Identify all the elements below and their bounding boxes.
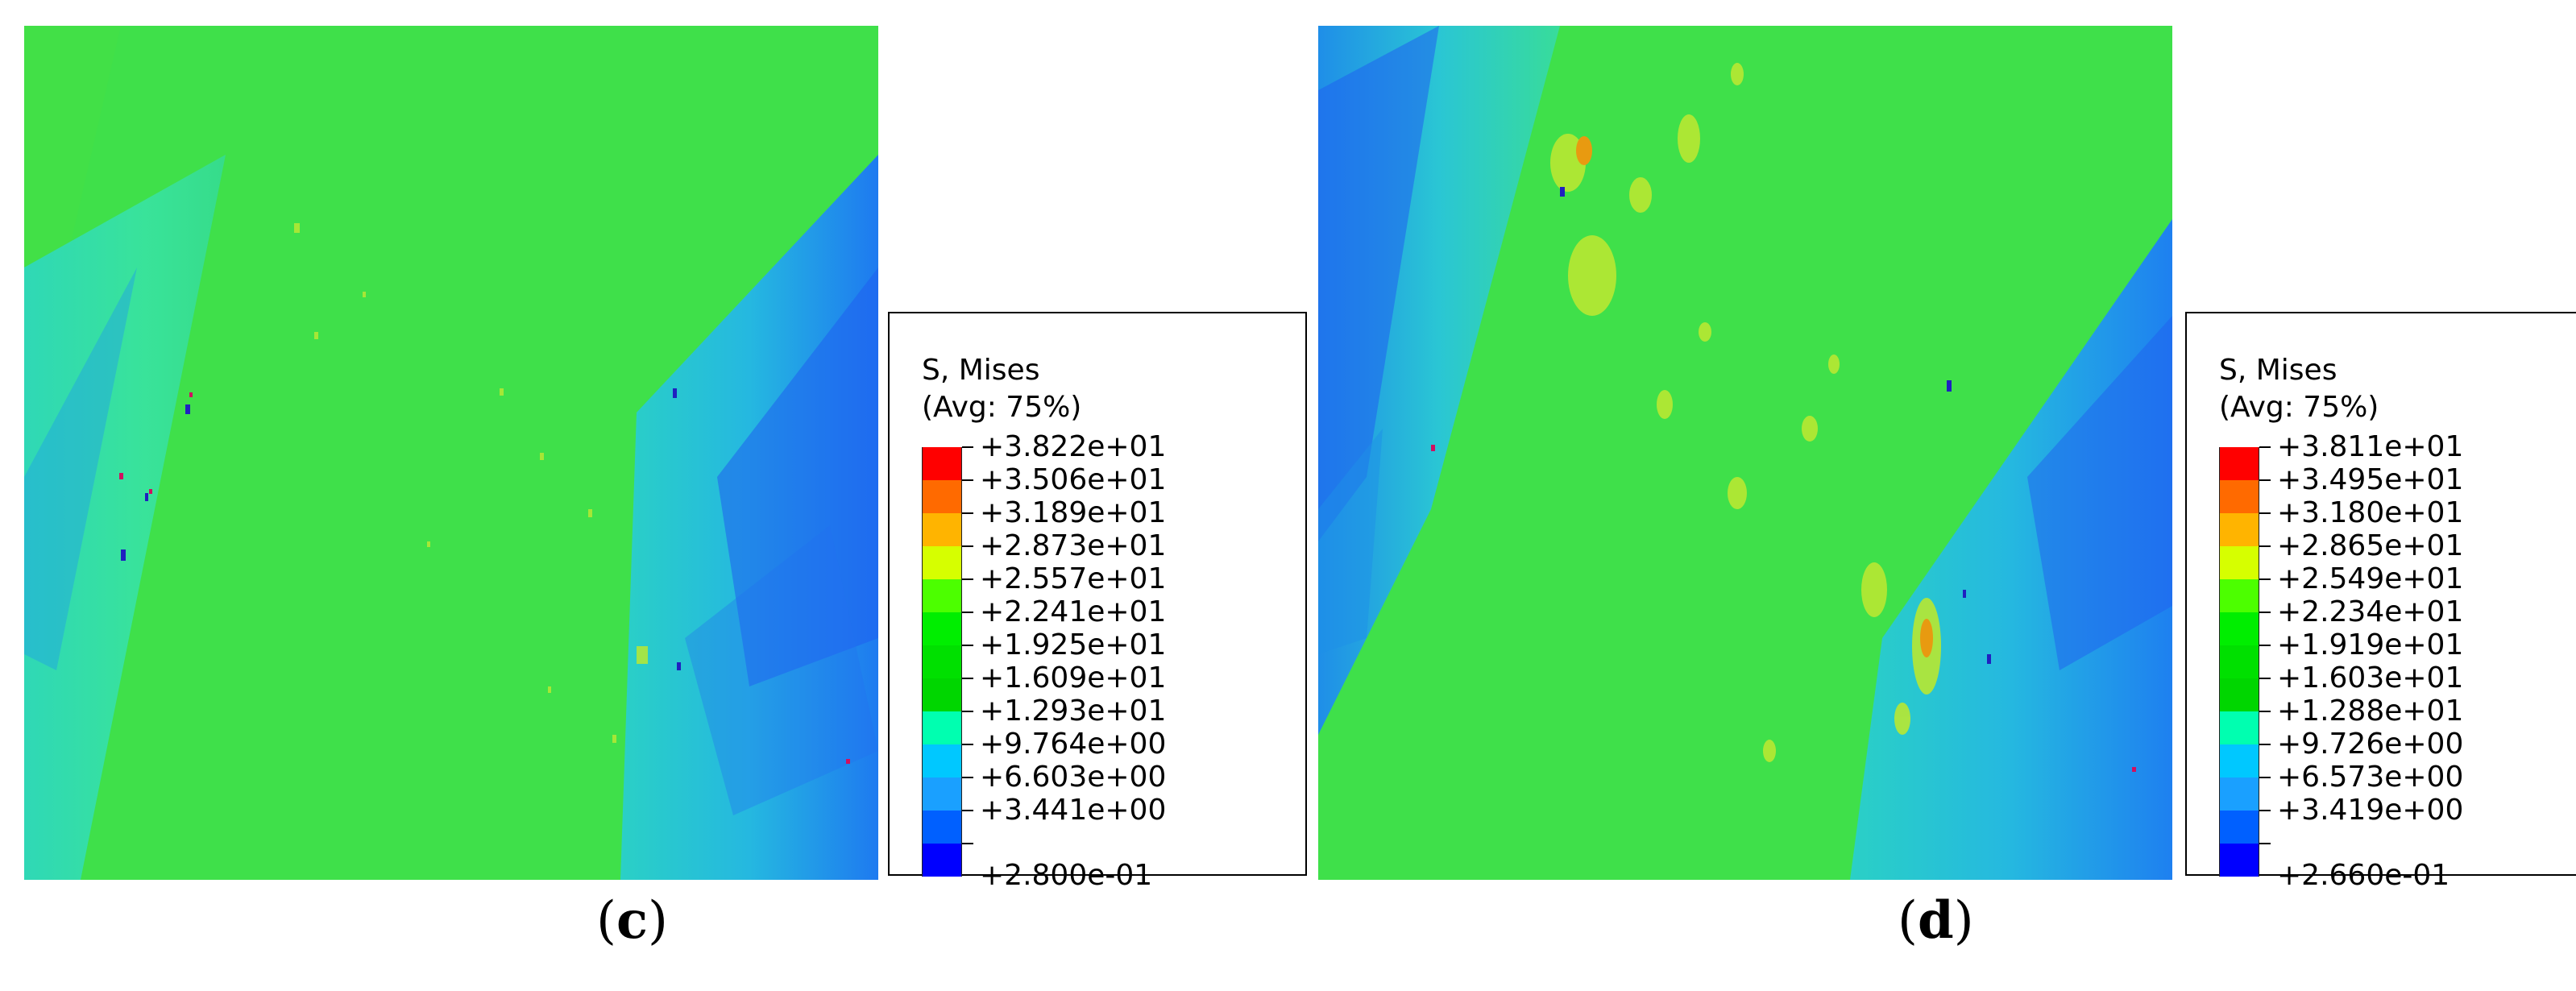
stress-contour-plot-d [1318,26,2172,880]
legend-row: +3.495e+01 [2219,463,2576,513]
legend-level: +2.660e-01 [2277,859,2450,892]
legend-swatch [2219,811,2259,844]
legend-level: +2.865e+01 [2277,529,2464,562]
legend-level: +3.180e+01 [2277,496,2464,529]
legend-swatch [922,678,962,711]
legend-row: +3.822e+01 [922,430,1292,480]
legend-swatch [2219,678,2259,711]
legend-row: +1.288e+01 [2219,695,2576,744]
legend-row: +1.925e+01 [922,628,1292,678]
legend-swatch [2219,777,2259,811]
legend-row: +2.549e+01 [2219,562,2576,612]
legend-swatch [2219,579,2259,612]
legend-level: +3.189e+01 [980,496,1167,529]
legend-row: +2.234e+01 [2219,595,2576,645]
legend-level: +3.419e+00 [2277,794,2464,827]
legend-swatch [2219,645,2259,678]
legend-swatch [2219,844,2259,877]
legend-row: +3.441e+00 [922,794,1292,844]
legend-swatch [922,777,962,811]
legend-level: +9.726e+00 [2277,728,2464,761]
legend-swatch [2219,513,2259,546]
legend-level: +6.573e+00 [2277,761,2464,794]
legend-level: +3.441e+00 [980,794,1167,827]
legend-swatch [2219,711,2259,744]
legend-row: +3.506e+01 [922,463,1292,513]
legend-swatch [2219,612,2259,645]
legend-swatch [2219,447,2259,480]
panel-d: S, Mises (Avg: 75%) +3.811e+01 +3.495e+0… [1288,0,2576,991]
legend-level: +2.873e+01 [980,529,1167,562]
legend-swatch [2219,480,2259,513]
legend-row: +9.764e+00 [922,728,1292,777]
legend-swatch [922,645,962,678]
legend-swatch [922,744,962,777]
legend-row: +2.873e+01 [922,529,1292,579]
legend-level: +3.506e+01 [980,463,1167,496]
legend-row: +6.603e+00 [922,761,1292,811]
legend-level: +1.293e+01 [980,695,1167,728]
legend-level: +2.549e+01 [2277,562,2464,595]
legend-box: S, Mises (Avg: 75%) +3.811e+01 +3.495e+0… [2185,312,2576,892]
legend-swatch [922,844,962,877]
legend-row: +2.241e+01 [922,595,1292,645]
legend-level: +1.925e+01 [980,628,1167,661]
legend-swatch [2219,546,2259,579]
legend-row: +1.919e+01 [2219,628,2576,678]
legend-level: +2.800e-01 [980,859,1153,892]
legend-row: +3.419e+00 [2219,794,2576,844]
legend-row: +2.800e-01 [922,843,1292,892]
legend-level: +2.241e+01 [980,595,1167,628]
legend-scale: +3.822e+01 +3.506e+01 +3.189e+01 +2.873e… [922,430,1292,892]
panel-caption: (c) [596,890,668,951]
legend-row: +1.609e+01 [922,661,1292,711]
legend-swatch [922,711,962,744]
legend-swatch [2219,744,2259,777]
legend-swatch [922,546,962,579]
legend-row: +2.660e-01 [2219,843,2576,892]
legend-row: +3.180e+01 [2219,496,2576,546]
legend-level: +1.603e+01 [2277,661,2464,695]
legend-level: +1.919e+01 [2277,628,2464,661]
legend-subtitle: (Avg: 75%) [2219,391,2379,424]
legend-swatch [922,811,962,844]
legend-box: S, Mises (Avg: 75%) +3.822e+01 +3.506e+0… [888,312,1307,892]
legend-title: S, Mises [922,354,1040,387]
legend-swatch [922,513,962,546]
legend-swatch [922,579,962,612]
legend-row: +3.189e+01 [922,496,1292,546]
legend-title: S, Mises [2219,354,2337,387]
legend-scale: +3.811e+01 +3.495e+01 +3.180e+01 +2.865e… [2219,430,2576,892]
legend-level: +3.495e+01 [2277,463,2464,496]
legend-level: +3.811e+01 [2277,430,2464,463]
legend-row: +1.603e+01 [2219,661,2576,711]
legend-row: +2.557e+01 [922,562,1292,612]
legend-row: +2.865e+01 [2219,529,2576,579]
legend-level: +1.609e+01 [980,661,1167,695]
legend-level: +6.603e+00 [980,761,1167,794]
legend-row: +1.293e+01 [922,695,1292,744]
legend-row: +9.726e+00 [2219,728,2576,777]
legend-row: +6.573e+00 [2219,761,2576,811]
stress-contour-plot-c [24,26,878,880]
panel-caption: (d) [1898,890,1974,951]
legend-swatch [922,612,962,645]
legend-subtitle: (Avg: 75%) [922,391,1082,424]
legend-level: +1.288e+01 [2277,695,2464,728]
panel-c: S, Mises (Avg: 75%) +3.822e+01 +3.506e+0… [24,26,1307,951]
legend-swatch [922,447,962,480]
legend-level: +3.822e+01 [980,430,1167,463]
legend-level: +2.234e+01 [2277,595,2464,628]
legend-level: +9.764e+00 [980,728,1167,761]
legend-row: +3.811e+01 [2219,430,2576,480]
legend-swatch [922,480,962,513]
legend-level: +2.557e+01 [980,562,1167,595]
